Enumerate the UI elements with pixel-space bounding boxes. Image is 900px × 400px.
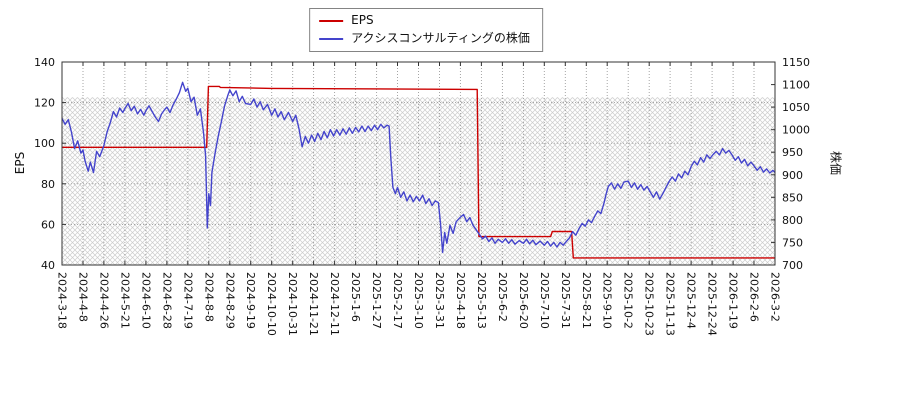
x-axis-tick-label: 2025-12-24: [706, 272, 719, 336]
x-axis-tick-label: 2025-1-6: [349, 272, 362, 322]
x-axis-tick-label: 2024-4-8: [77, 272, 90, 322]
x-axis-tick-label: 2024-9-19: [244, 272, 257, 329]
legend-item-stock-price: アクシスコンサルティングの株価: [319, 31, 530, 46]
x-axis-tick-label: 2025-12-4: [685, 272, 698, 329]
x-axis-tick-label: 2025-4-18: [454, 272, 467, 329]
x-axis-tick-label: 2025-10-2: [622, 272, 635, 329]
x-axis-tick-label: 2025-2-17: [391, 272, 404, 329]
right-axis-tick-label: 1050: [782, 101, 810, 114]
eps-line-sample: [319, 19, 344, 22]
right-axis-tick-label: 1000: [782, 124, 810, 137]
x-axis-tick-label: 2025-1-27: [370, 272, 383, 329]
x-axis-tick-label: 2024-10-10: [265, 272, 278, 336]
x-axis-tick-label: 2024-10-31: [286, 272, 299, 336]
x-axis-tick-label: 2025-3-10: [412, 272, 425, 329]
x-axis-tick-label: 2025-5-13: [475, 272, 488, 329]
left-axis-tick-label: 140: [34, 56, 55, 69]
x-axis-tick-label: 2025-9-10: [601, 272, 614, 329]
left-axis-tick-label: 80: [41, 178, 55, 191]
x-axis-tick-label: 2025-6-2: [496, 272, 509, 322]
legend-label-stock-price: アクシスコンサルティングの株価: [351, 31, 530, 45]
x-axis-tick-label: 2026-3-2: [769, 272, 782, 322]
left-axis-tick-label: 60: [41, 218, 55, 231]
x-axis-tick-label: 2024-6-10: [139, 272, 152, 329]
left-axis-title: EPS: [13, 151, 27, 175]
right-axis-tick-label: 700: [782, 259, 803, 272]
right-axis-title: 株価: [828, 150, 843, 176]
x-axis-tick-label: 2024-7-19: [181, 272, 194, 329]
x-axis-tick-label: 2025-8-21: [580, 272, 593, 329]
legend-label-eps: EPS: [351, 13, 374, 27]
legend: EPS アクシスコンサルティングの株価: [309, 8, 543, 52]
x-axis-tick-label: 2026-2-6: [748, 272, 761, 322]
legend-item-eps: EPS: [319, 13, 530, 28]
x-axis-tick-label: 2025-11-13: [664, 272, 677, 336]
right-axis-tick-label: 750: [782, 236, 803, 249]
x-axis-tick-label: 2024-5-21: [118, 272, 131, 329]
left-axis-tick-label: 40: [41, 259, 55, 272]
x-axis-tick-label: 2025-6-20: [517, 272, 530, 329]
right-axis-tick-label: 1100: [782, 79, 810, 92]
right-axis-tick-label: 1150: [782, 56, 810, 69]
right-axis-tick-label: 800: [782, 214, 803, 227]
x-axis-tick-label: 2024-6-28: [160, 272, 173, 329]
left-axis-tick-label: 100: [34, 137, 55, 150]
x-axis-tick-label: 2024-12-11: [328, 272, 341, 336]
x-axis-tick-label: 2025-7-31: [559, 272, 572, 329]
left-axis-tick-label: 120: [34, 97, 55, 110]
x-axis-tick-label: 2025-7-10: [538, 272, 551, 329]
stock-price-line-sample: [319, 37, 344, 40]
right-axis-tick-label: 900: [782, 169, 803, 182]
x-axis-tick-label: 2024-4-26: [97, 272, 110, 329]
x-axis-tick-label: 2024-8-29: [223, 272, 236, 329]
series-eps: [62, 85, 775, 259]
x-axis-tick-label: 2025-10-23: [643, 272, 656, 336]
x-axis-tick-label: 2026-1-19: [727, 272, 740, 329]
x-axis-tick-label: 2024-3-18: [56, 272, 69, 329]
x-axis-tick-label: 2024-8-8: [202, 272, 215, 322]
right-axis-tick-label: 950: [782, 146, 803, 159]
x-axis-tick-label: 2025-3-31: [433, 272, 446, 329]
right-axis-tick-label: 850: [782, 191, 803, 204]
series-price: [61, 81, 776, 254]
x-axis-tick-label: 2024-11-21: [307, 272, 320, 336]
